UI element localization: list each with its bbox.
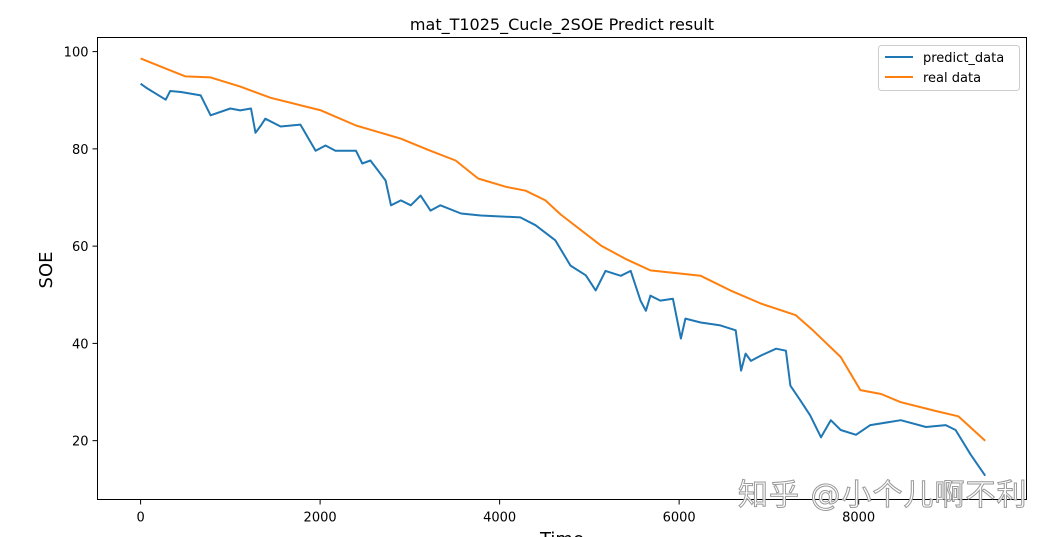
legend: predict_data real data xyxy=(878,45,1020,91)
x-axis: 0 2000 4000 6000 8000 xyxy=(136,499,875,526)
y-axis: 20 40 60 80 100 xyxy=(64,46,98,450)
chart-title: mat_T1025_Cucle_2SOE Predict result xyxy=(410,15,714,35)
plot-lines xyxy=(140,57,987,477)
y-tick-label: 20 xyxy=(72,435,89,450)
x-tick-label: 4000 xyxy=(483,511,516,526)
axes-frame xyxy=(97,37,1027,500)
y-axis-label: SOE xyxy=(36,252,57,289)
series-line-real-data xyxy=(140,57,986,442)
y-tick-label: 100 xyxy=(64,46,89,61)
y-tick-label: 60 xyxy=(72,240,89,255)
y-tick-label: 40 xyxy=(72,337,89,352)
y-tick-label: 80 xyxy=(72,143,89,158)
x-tick-label: 6000 xyxy=(663,511,696,526)
legend-box xyxy=(878,45,1020,91)
legend-label-predict: predict_data xyxy=(923,51,1004,66)
x-tick-label: 0 xyxy=(136,511,144,526)
x-tick-label: 2000 xyxy=(304,511,337,526)
legend-label-real: real data xyxy=(923,71,981,86)
x-tick-label: 8000 xyxy=(842,511,875,526)
watermark: 知乎 @小个儿啊不利 xyxy=(738,478,1028,514)
x-axis-label: Time xyxy=(539,529,584,537)
series-line-predict-data xyxy=(140,82,987,477)
